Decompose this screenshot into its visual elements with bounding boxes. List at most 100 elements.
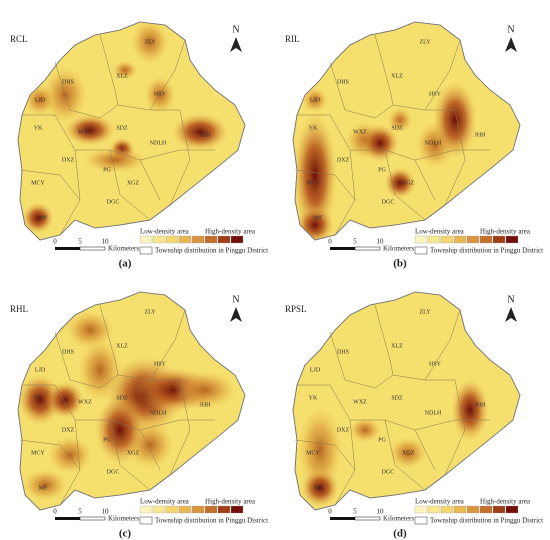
legend-swatch <box>492 505 506 514</box>
township-label: SDZ <box>391 125 403 131</box>
legend-township: Township distribution in Pinggu District <box>155 517 268 525</box>
legend-swatch <box>505 505 519 514</box>
panel-name: RCL <box>10 34 28 44</box>
township-label: PG <box>378 437 386 443</box>
district-outline-stroke <box>292 21 521 241</box>
panel-caption: (b) <box>393 258 407 270</box>
township-label: PG <box>103 437 111 443</box>
map-panel: ZLY DHS XLZ HSY LJD WXZ SDZ NDLH JHH YK DXZ PG MCY XG… <box>10 21 268 270</box>
township-label: MCY <box>31 450 45 456</box>
township-label: LJD <box>310 367 321 373</box>
township-border <box>374 34 394 106</box>
township-border <box>294 169 356 201</box>
township-label: MF <box>314 485 323 491</box>
legend-township-box <box>414 516 428 525</box>
density-hotspot <box>45 380 85 420</box>
panel-caption: (c) <box>119 528 132 540</box>
scale-tick: 0 <box>328 508 332 516</box>
township-label: HSY <box>429 91 442 97</box>
legend-swatch <box>479 505 493 514</box>
scale-tick: 10 <box>102 238 110 246</box>
district-outline-stroke <box>17 21 246 241</box>
township-label: DGC <box>107 469 120 475</box>
township-label: MF <box>314 215 323 221</box>
scale-bar-black <box>330 247 355 250</box>
map-panel: ZLY DHS XLZ HSY LJD WXZ SDZ NDLH JHH YK DXZ PG MCY XG… <box>285 21 543 270</box>
density-hotspot <box>297 405 343 495</box>
township-label: YK <box>309 395 318 401</box>
legend-swatch <box>440 505 454 514</box>
legend-swatch <box>466 505 480 514</box>
legend-swatch <box>230 505 244 514</box>
north-arrow <box>230 307 242 322</box>
north-arrow <box>230 37 242 52</box>
map-panel: ZLY DHS XLZ HSY LJD WXZ SDZ NDLH JHH YK DXZ PG MCY XG… <box>285 291 543 540</box>
scale-unit: Kilometers <box>383 245 414 253</box>
legend-swatch <box>440 235 454 244</box>
legend-swatch <box>178 505 192 514</box>
north-label: N <box>507 24 514 35</box>
density-hotspot <box>144 75 176 115</box>
legend-swatch <box>204 235 218 244</box>
township-label: MCY <box>31 180 45 186</box>
density-hotspot <box>349 417 381 443</box>
township-label: XLZ <box>116 343 128 349</box>
township-label: XLZ <box>391 343 403 349</box>
scale-bar-black <box>55 247 80 250</box>
township-border <box>99 304 119 376</box>
township-border <box>139 159 161 201</box>
township-label: NDLH <box>150 140 167 146</box>
density-hotspot <box>293 111 338 239</box>
township-label: DXZ <box>62 427 75 433</box>
township-label: NDLH <box>425 140 442 146</box>
density-hotspot <box>47 435 93 475</box>
density-hotspot <box>83 147 147 173</box>
township-label: DXZ <box>337 427 350 433</box>
density-hotspot <box>64 114 116 146</box>
township-label: DGC <box>382 199 395 205</box>
legend-township: Township distribution in Pinggu District <box>155 247 268 255</box>
township-label: PG <box>378 167 386 173</box>
density-hotspot <box>171 112 229 152</box>
township-label: YK <box>34 395 43 401</box>
district-outline-stroke <box>17 291 246 511</box>
legend-swatch <box>178 235 192 244</box>
township-border <box>150 379 191 476</box>
township-label: MCY <box>306 450 320 456</box>
scale-unit: Kilometers <box>383 515 414 523</box>
legend-swatch <box>217 505 231 514</box>
density-hotspot <box>302 87 328 113</box>
legend-swatch <box>139 235 153 244</box>
scale-tick: 5 <box>78 508 82 516</box>
legend-swatch <box>204 505 218 514</box>
legend-high: High-density area <box>205 228 256 236</box>
north-label: N <box>507 294 514 305</box>
panel-name: RHL <box>10 304 28 314</box>
township-label: JHH <box>199 132 211 138</box>
township-label: DGC <box>107 199 120 205</box>
township-border <box>425 109 466 206</box>
legend-swatch <box>414 235 428 244</box>
north-label: N <box>232 24 239 35</box>
scale-tick: 5 <box>78 238 82 246</box>
legend-swatch <box>505 235 519 244</box>
legend-swatch <box>414 505 428 514</box>
township-label: ZLY <box>144 39 156 45</box>
density-hotspot <box>22 469 68 501</box>
township-border <box>294 439 356 471</box>
township-label: MF <box>39 485 48 491</box>
scale-bar-white <box>354 246 381 251</box>
legend-swatch <box>191 505 205 514</box>
township-label: YK <box>34 125 43 131</box>
township-label: MCY <box>306 180 320 186</box>
township-label: HSY <box>154 361 167 367</box>
township-label: SDZ <box>116 125 128 131</box>
legend-high: High-density area <box>480 228 531 236</box>
scale-tick: 5 <box>353 238 357 246</box>
density-hotspot <box>130 22 170 65</box>
scale-bar-black <box>55 517 80 520</box>
north-arrow <box>505 307 517 322</box>
scale-unit: Kilometers <box>108 245 139 253</box>
district-outline-stroke <box>292 291 521 511</box>
legend-swatch <box>217 235 231 244</box>
